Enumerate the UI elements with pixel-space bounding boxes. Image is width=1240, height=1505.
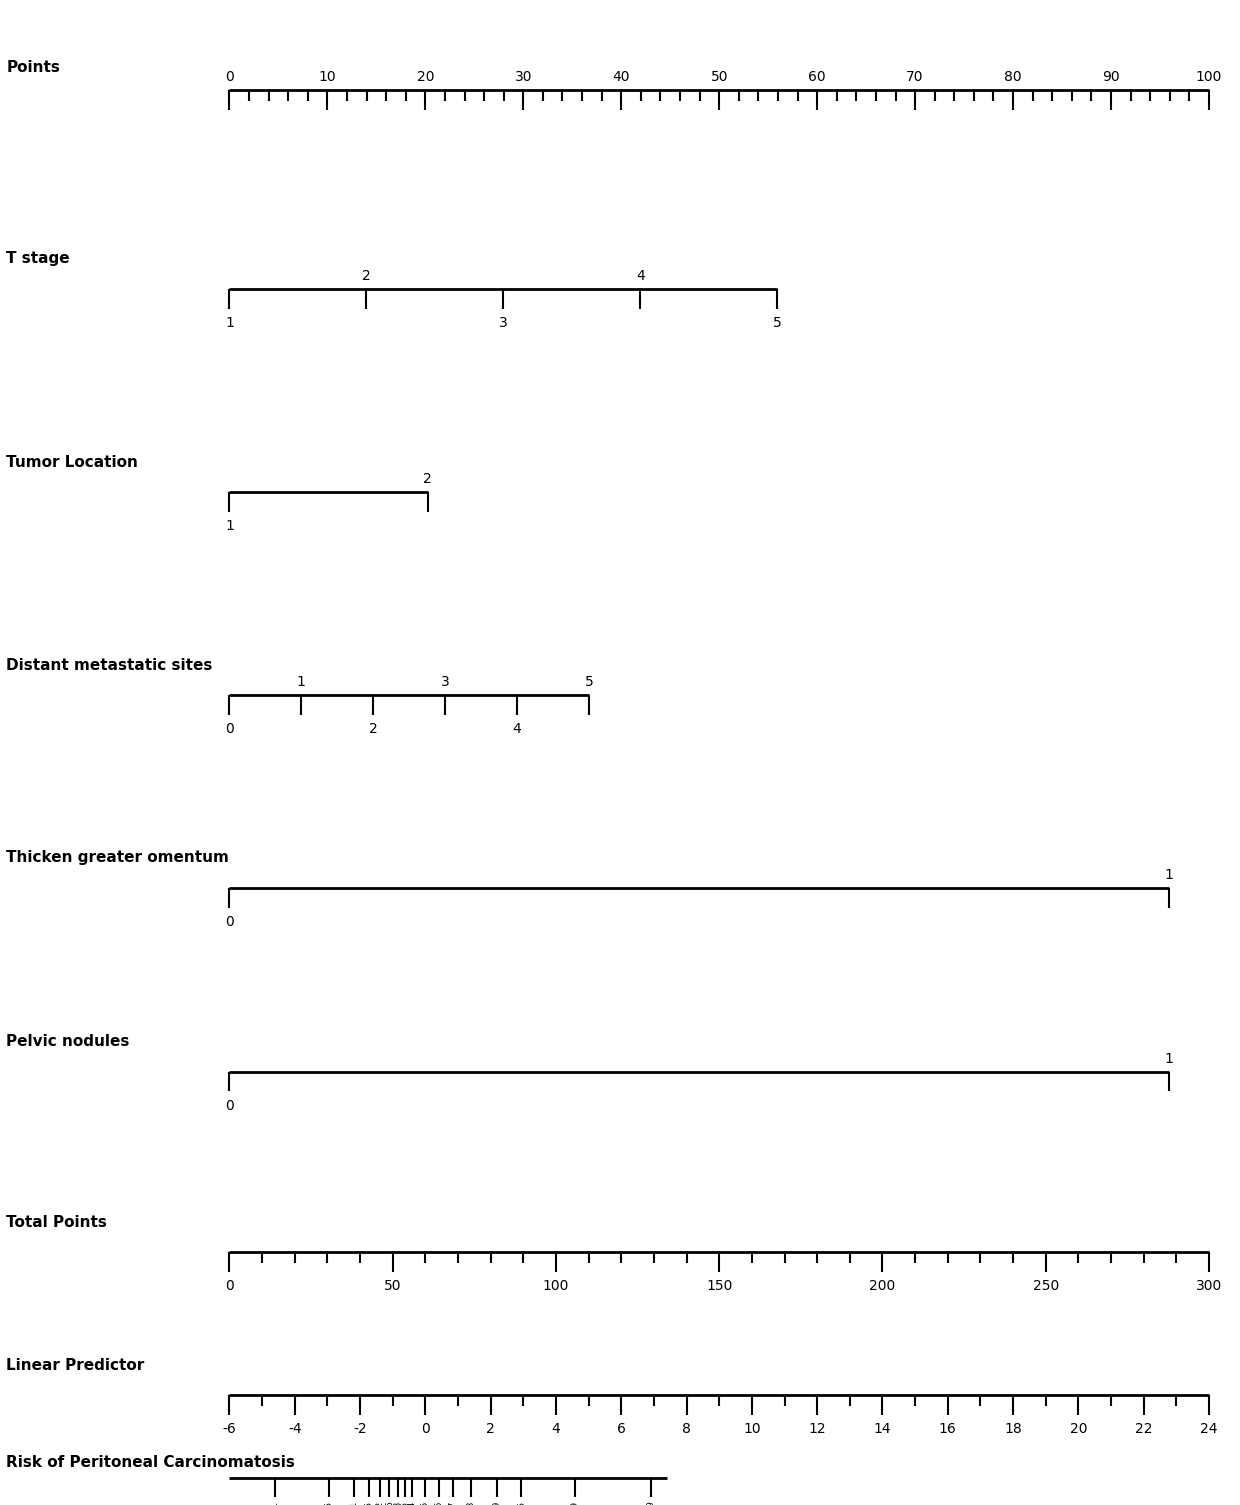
- Text: Points: Points: [6, 60, 60, 75]
- Text: 0.95: 0.95: [517, 1500, 526, 1505]
- Text: 1: 1: [224, 519, 234, 533]
- Text: 0.35: 0.35: [401, 1500, 409, 1505]
- Text: 0: 0: [224, 1099, 234, 1112]
- Text: 20: 20: [1070, 1422, 1087, 1436]
- Text: 20: 20: [417, 71, 434, 84]
- Text: 24: 24: [1200, 1422, 1218, 1436]
- Text: 90: 90: [1102, 71, 1120, 84]
- Text: Linear Predictor: Linear Predictor: [6, 1358, 144, 1373]
- Text: 10: 10: [319, 71, 336, 84]
- Text: 4: 4: [552, 1422, 560, 1436]
- Text: 0.9: 0.9: [492, 1500, 501, 1505]
- Text: 0.7: 0.7: [449, 1500, 458, 1505]
- Text: 0.6: 0.6: [434, 1500, 443, 1505]
- Text: 0.4: 0.4: [408, 1500, 417, 1505]
- Text: 2: 2: [486, 1422, 495, 1436]
- Text: 80: 80: [1004, 71, 1022, 84]
- Text: 150: 150: [706, 1279, 733, 1293]
- Text: Thicken greater omentum: Thicken greater omentum: [6, 850, 229, 865]
- Text: 5: 5: [584, 676, 594, 689]
- Text: 12: 12: [808, 1422, 826, 1436]
- Text: -4: -4: [288, 1422, 301, 1436]
- Text: 0: 0: [224, 71, 234, 84]
- Text: -2: -2: [353, 1422, 367, 1436]
- Text: 14: 14: [874, 1422, 892, 1436]
- Text: 0.1: 0.1: [350, 1500, 358, 1505]
- Text: 0.999: 0.999: [646, 1500, 656, 1505]
- Text: 5: 5: [773, 316, 782, 330]
- Text: 40: 40: [613, 71, 630, 84]
- Text: 3: 3: [498, 316, 508, 330]
- Text: 1: 1: [1164, 868, 1174, 882]
- Text: 6: 6: [616, 1422, 626, 1436]
- Text: 250: 250: [1033, 1279, 1059, 1293]
- Text: 0.2: 0.2: [376, 1500, 384, 1505]
- Text: 3: 3: [440, 676, 450, 689]
- Text: 0.01: 0.01: [270, 1500, 280, 1505]
- Text: 2: 2: [423, 473, 433, 486]
- Text: 0.25: 0.25: [384, 1500, 394, 1505]
- Text: 10: 10: [743, 1422, 760, 1436]
- Text: 8: 8: [682, 1422, 691, 1436]
- Text: Total Points: Total Points: [6, 1215, 107, 1230]
- Text: 200: 200: [869, 1279, 895, 1293]
- Text: 1: 1: [1164, 1052, 1174, 1066]
- Text: 0: 0: [420, 1422, 430, 1436]
- Text: 0.05: 0.05: [325, 1500, 334, 1505]
- Text: 300: 300: [1195, 1279, 1223, 1293]
- Text: 50: 50: [711, 71, 728, 84]
- Text: 1: 1: [296, 676, 306, 689]
- Text: 60: 60: [808, 71, 826, 84]
- Text: 22: 22: [1135, 1422, 1152, 1436]
- Text: Distant metastatic sites: Distant metastatic sites: [6, 658, 212, 673]
- Text: Tumor Location: Tumor Location: [6, 455, 138, 470]
- Text: 16: 16: [939, 1422, 956, 1436]
- Text: 18: 18: [1004, 1422, 1022, 1436]
- Text: 4: 4: [636, 269, 645, 283]
- Text: 4: 4: [512, 722, 522, 736]
- Text: 30: 30: [515, 71, 532, 84]
- Text: 70: 70: [906, 71, 924, 84]
- Text: 100: 100: [543, 1279, 569, 1293]
- Text: 0.99: 0.99: [570, 1500, 580, 1505]
- Text: 0.5: 0.5: [420, 1500, 430, 1505]
- Text: Pelvic nodules: Pelvic nodules: [6, 1034, 129, 1049]
- Text: 0: 0: [224, 1279, 234, 1293]
- Text: 2: 2: [368, 722, 378, 736]
- Text: -6: -6: [222, 1422, 237, 1436]
- Text: 1: 1: [224, 316, 234, 330]
- Text: 0.8: 0.8: [466, 1500, 475, 1505]
- Text: 2: 2: [362, 269, 371, 283]
- Text: 0: 0: [224, 722, 234, 736]
- Text: 0: 0: [224, 915, 234, 929]
- Text: 0.15: 0.15: [365, 1500, 373, 1505]
- Text: 50: 50: [384, 1279, 402, 1293]
- Text: T stage: T stage: [6, 251, 69, 266]
- Text: 100: 100: [1195, 71, 1223, 84]
- Text: 0.3: 0.3: [393, 1500, 402, 1505]
- Text: Risk of Peritoneal Carcinomatosis: Risk of Peritoneal Carcinomatosis: [6, 1455, 295, 1470]
